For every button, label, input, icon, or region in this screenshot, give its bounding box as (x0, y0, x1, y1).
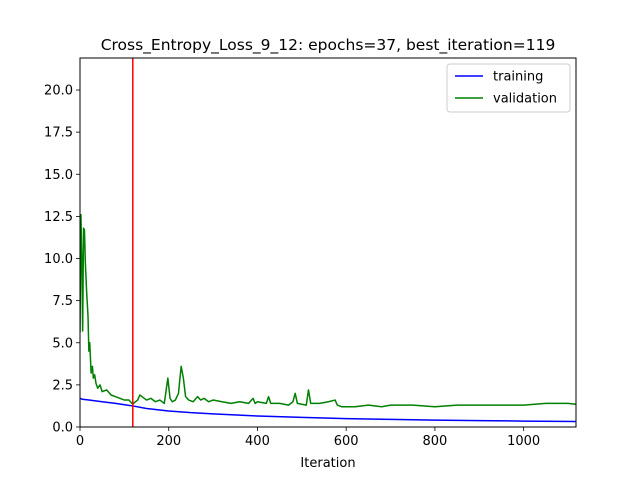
legend-label-training: training (493, 70, 543, 85)
y-tick-label: 2.5 (52, 378, 73, 393)
y-tick-label: 5.0 (52, 336, 73, 351)
series-line-training (80, 397, 576, 423)
x-tick-label: 400 (245, 434, 270, 449)
y-tick-label: 0.0 (52, 421, 73, 436)
legend: training validation (446, 63, 571, 113)
y-tick-label: 20.0 (44, 84, 73, 99)
y-axis-ticks: 0.0 2.5 5.0 7.5 10.0 12.5 15.0 17.5 20.0 (44, 84, 80, 436)
y-tick-label: 15.0 (44, 168, 73, 183)
legend-label-validation: validation (493, 92, 557, 107)
x-axis-ticks: 0 200 400 600 800 1000 (76, 427, 540, 449)
plot-frame (79, 57, 577, 428)
plot-area (80, 58, 576, 427)
chart-title: Cross_Entropy_Loss_9_12: epochs=37, best… (101, 36, 556, 55)
x-tick-label: 200 (156, 434, 181, 449)
series-line-validation (80, 213, 576, 408)
y-tick-label: 7.5 (52, 294, 73, 309)
x-axis-label: Iteration (300, 456, 355, 471)
x-tick-label: 800 (423, 434, 448, 449)
x-tick-label: 600 (334, 434, 359, 449)
x-tick-label: 1000 (507, 434, 540, 449)
y-tick-label: 12.5 (44, 210, 73, 225)
y-tick-label: 10.0 (44, 252, 73, 267)
x-tick-label: 0 (76, 434, 84, 449)
y-tick-label: 17.5 (44, 126, 73, 141)
